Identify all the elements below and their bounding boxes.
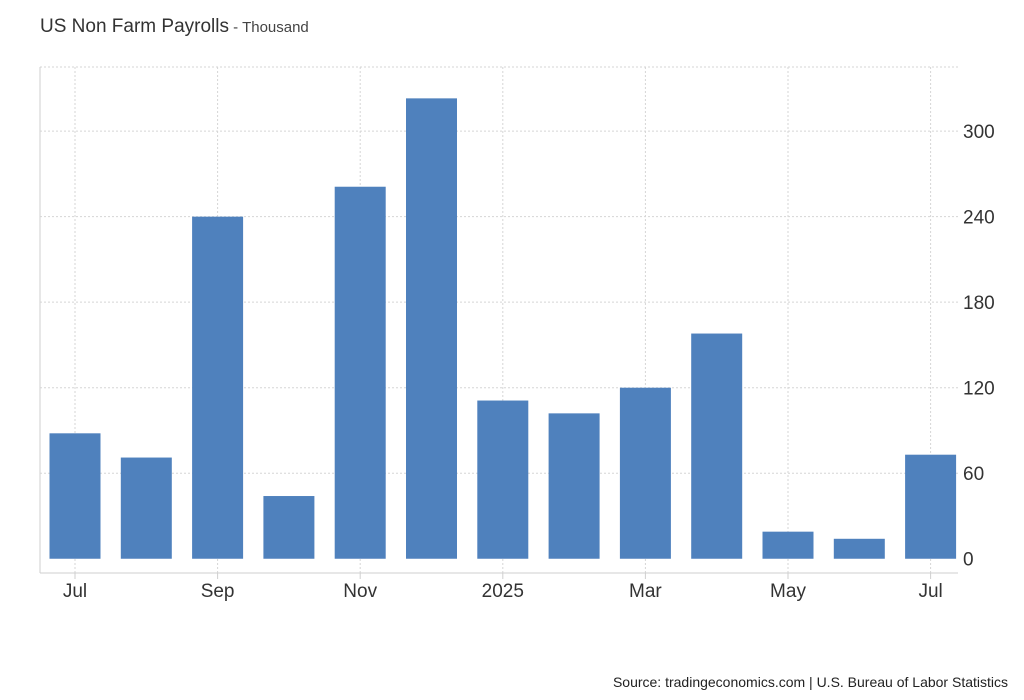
y-tick-label: 0 [963, 550, 974, 571]
bar-2025-02 [548, 413, 600, 559]
chart-title-separator: - [229, 19, 243, 36]
bar-2024-12 [406, 98, 457, 559]
x-tick-label: Jul [918, 581, 942, 602]
x-tick-label: 2025 [482, 581, 524, 602]
bars [49, 98, 957, 559]
x-tick-label: Sep [201, 581, 235, 602]
chart-unit-label: Thousand [242, 19, 309, 36]
bar-2024-08 [120, 457, 172, 559]
y-tick-label: 60 [963, 464, 984, 485]
y-tick-label: 180 [963, 293, 995, 314]
bar-2025-03 [619, 387, 671, 559]
x-tick-label: May [770, 581, 806, 602]
bar-2025-07 [905, 454, 957, 559]
axes: 0 60 120 180 240 300 Jul Sep Nov 2025 Mar May Jul [40, 122, 995, 602]
bar-2024-09 [192, 216, 244, 559]
bar-2024-11 [334, 186, 386, 559]
source-attribution: Source: tradingeconomics.com | U.S. Bure… [612, 674, 1008, 690]
x-tick-label: Jul [63, 581, 87, 602]
bar-2025-04 [691, 333, 743, 559]
y-tick-label: 300 [963, 122, 995, 143]
bar-2024-10 [263, 496, 315, 559]
x-tick-label: Mar [629, 581, 662, 602]
bar-2024-07 [49, 433, 101, 559]
bar-2025-05 [762, 531, 814, 559]
bar-2025-06 [833, 538, 885, 559]
chart-title: US Non Farm Payrolls - Thousand [40, 16, 309, 38]
y-tick-label: 240 [963, 208, 995, 229]
x-tick-label: Nov [343, 581, 377, 602]
chart-title-text: US Non Farm Payrolls [40, 16, 229, 37]
bar-2025-01 [477, 400, 529, 559]
y-tick-label: 120 [963, 379, 995, 400]
